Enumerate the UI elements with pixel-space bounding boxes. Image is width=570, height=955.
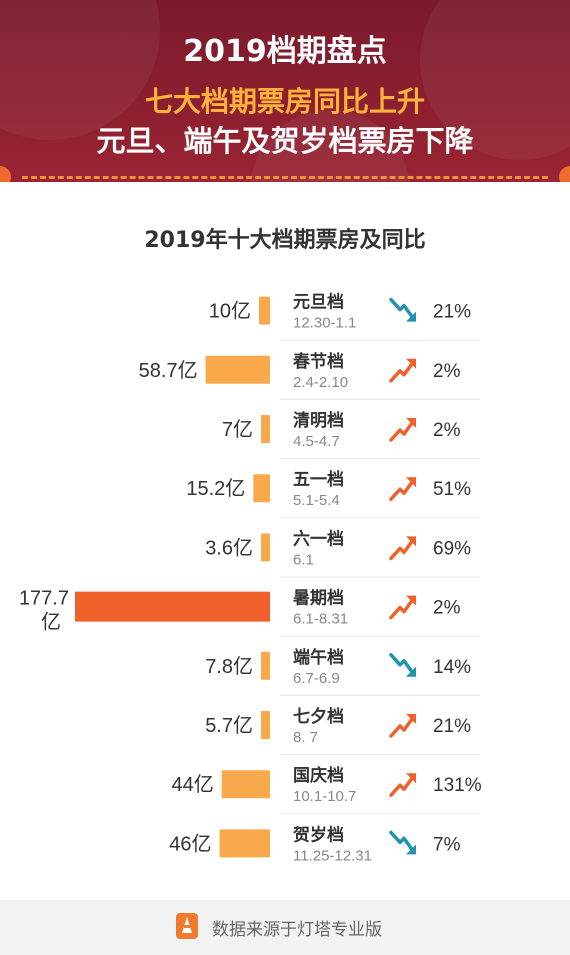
category-label: 暑期档 — [293, 588, 344, 609]
date-range-label: 11.25-12.31 — [293, 847, 372, 864]
value-label: 15.2亿 — [186, 477, 245, 500]
value-label: 7亿 — [222, 418, 253, 441]
category-label: 清明档 — [293, 410, 344, 431]
category-label: 七夕档 — [293, 706, 344, 727]
box-office-chart: 10亿 元旦档 12.30-1.1 21% 58.7亿 春节档 2.4-2.10 2% 7亿 清明… — [19, 292, 482, 865]
trend-up-arrow-icon — [389, 776, 414, 797]
value-label: 46亿 — [169, 832, 211, 855]
bar — [221, 770, 270, 799]
chart-title: 2019年十大档期票房及同比 — [144, 228, 426, 253]
category-label: 五一档 — [293, 469, 344, 490]
trend-down-arrowhead-icon — [406, 666, 416, 677]
ticket-perforation — [22, 176, 548, 179]
trend-up-arrowhead-icon — [406, 536, 416, 547]
data-source-text: 数据来源于灯塔专业版 — [212, 920, 382, 940]
trend-up-arrow-icon — [389, 421, 414, 442]
trend-up-arrow-icon — [389, 480, 414, 501]
ticket-notch-right — [559, 166, 570, 188]
header-banner: 2019档期盘点 七大档期票房同比上升 元旦、端午及贺岁档票房下降 — [0, 0, 570, 182]
bar — [261, 415, 270, 443]
value-label: 177.7 — [19, 588, 69, 610]
ticket-notch-left — [0, 166, 11, 188]
date-range-label: 6.1-8.31 — [293, 611, 348, 628]
trend-up-arrowhead-icon — [406, 418, 416, 428]
value-label: 7.8亿 — [205, 655, 253, 678]
bar — [261, 711, 270, 739]
page-title: 2019档期盘点 — [183, 34, 387, 69]
value-label: 44亿 — [171, 773, 213, 796]
trend-up-arrowhead-icon — [406, 773, 416, 784]
yoy-label: 2% — [433, 420, 461, 441]
date-range-label: 4.5-4.7 — [293, 433, 340, 450]
bar — [219, 829, 270, 858]
value-label: 5.7亿 — [205, 714, 253, 737]
footer: 数据来源于灯塔专业版 — [0, 900, 570, 955]
trend-up-arrowhead-icon — [406, 358, 416, 369]
category-label: 六一档 — [293, 528, 344, 549]
trend-down-arrow-icon — [389, 297, 414, 319]
chart-card — [0, 182, 570, 900]
yoy-label: 7% — [433, 834, 461, 855]
yoy-label: 69% — [433, 538, 471, 559]
yoy-label: 21% — [433, 302, 471, 323]
date-range-label: 12.30-1.1 — [293, 315, 356, 332]
trend-up-arrow-icon — [389, 598, 414, 620]
trend-up-arrowhead-icon — [406, 714, 416, 724]
bar — [253, 474, 270, 503]
lighthouse-app-icon — [176, 913, 198, 939]
category-label: 端午档 — [293, 647, 344, 668]
trend-down-arrow-icon — [389, 830, 414, 852]
category-label: 春节档 — [293, 351, 344, 372]
date-range-label: 2.4-2.10 — [293, 374, 348, 391]
trend-up-arrow-icon — [389, 362, 414, 383]
trend-down-arrowhead-icon — [406, 844, 416, 855]
category-label: 贺岁档 — [292, 824, 344, 845]
yoy-label: 21% — [433, 716, 471, 737]
value-label: 58.7亿 — [139, 359, 198, 382]
yoy-label: 131% — [433, 775, 482, 796]
page-subtitle: 元旦、端午及贺岁档票房下降 — [96, 124, 474, 158]
bar — [261, 651, 270, 680]
date-range-label: 5.1-5.4 — [293, 492, 340, 509]
category-label: 国庆档 — [293, 765, 344, 786]
bar — [75, 591, 270, 622]
trend-up-arrow-icon — [389, 717, 414, 738]
date-range-label: 6.1 — [293, 551, 314, 568]
date-range-label: 8. 7 — [293, 729, 318, 746]
page-subtitle-highlight: 七大档期票房同比上升 — [144, 85, 425, 118]
bar — [259, 296, 270, 325]
trend-up-arrowhead-icon — [406, 477, 416, 488]
date-range-label: 10.1-10.7 — [293, 788, 356, 805]
trend-down-arrow-icon — [389, 653, 414, 674]
yoy-label: 14% — [433, 657, 471, 678]
trend-up-arrow-icon — [389, 539, 414, 561]
bar — [261, 533, 270, 562]
value-label-unit: 亿 — [41, 611, 61, 634]
yoy-label: 2% — [433, 361, 461, 382]
yoy-label: 2% — [433, 598, 461, 619]
bar — [205, 355, 270, 384]
date-range-label: 6.7-6.9 — [293, 670, 340, 687]
yoy-label: 51% — [433, 479, 471, 500]
value-label: 3.6亿 — [205, 536, 253, 559]
trend-up-arrowhead-icon — [406, 595, 416, 606]
category-label: 元旦档 — [293, 292, 344, 313]
value-label: 10亿 — [209, 300, 251, 323]
trend-down-arrowhead-icon — [406, 311, 416, 322]
